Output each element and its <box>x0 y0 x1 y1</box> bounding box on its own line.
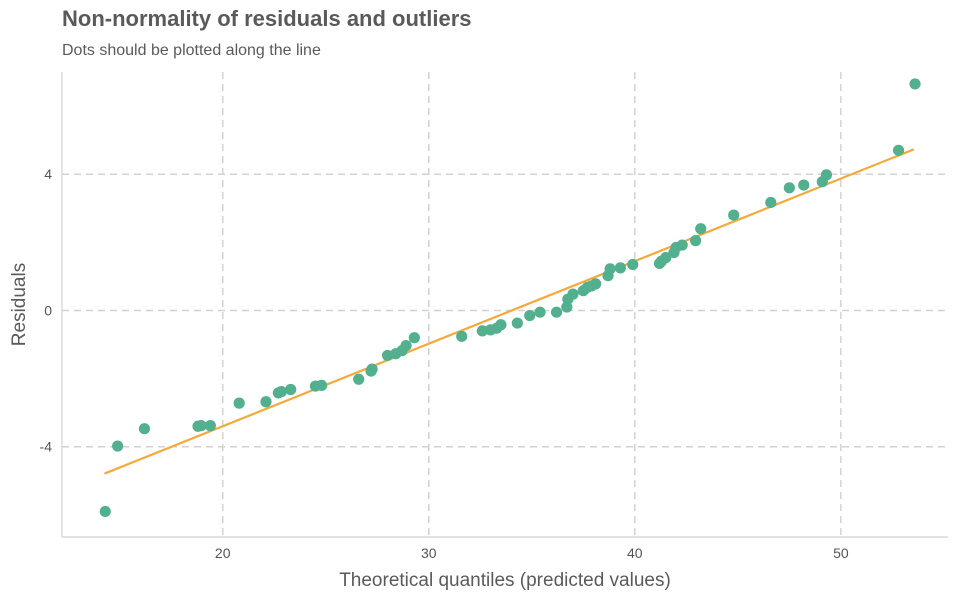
residual-points <box>99 78 921 518</box>
residual-point <box>798 179 810 191</box>
residual-point <box>112 440 124 452</box>
residual-point <box>495 319 507 331</box>
residual-point <box>909 78 921 90</box>
y-axis-title: Residuals <box>9 263 30 346</box>
residual-point <box>567 288 579 300</box>
residual-point <box>524 309 536 322</box>
residual-point <box>590 278 602 290</box>
residual-point <box>353 373 365 385</box>
y-tick-label: 4 <box>44 166 52 182</box>
residual-point <box>627 258 639 271</box>
residual-point <box>783 182 795 194</box>
reference-line-layer <box>104 148 915 475</box>
residual-point <box>534 306 546 318</box>
residual-point <box>400 339 412 352</box>
chart-subtitle: Dots should be plotted along the line <box>62 42 321 59</box>
x-tick-label: 30 <box>421 545 437 561</box>
residual-point <box>99 505 111 518</box>
reference-line <box>104 148 915 475</box>
residual-point <box>728 209 740 221</box>
residual-point <box>689 235 702 247</box>
residual-point <box>676 239 688 251</box>
residual-point <box>138 423 151 435</box>
x-tick-label: 40 <box>627 545 643 561</box>
residual-point <box>408 332 420 344</box>
residual-point <box>695 223 707 235</box>
residual-point <box>316 379 328 392</box>
residual-point <box>275 385 288 398</box>
residual-point <box>476 325 488 337</box>
chart-title: Non-normality of residuals and outliers <box>62 6 472 31</box>
x-tick-label: 50 <box>833 545 849 561</box>
residual-point <box>366 363 378 375</box>
residual-point <box>604 263 616 275</box>
y-tick-label: -4 <box>40 439 53 455</box>
residual-point <box>614 262 626 274</box>
x-tick-label: 20 <box>215 545 231 561</box>
axes <box>61 72 948 538</box>
residual-point <box>892 144 905 156</box>
residual-point <box>660 252 672 264</box>
residual-point <box>820 169 833 181</box>
residual-point <box>511 317 523 329</box>
residual-point <box>550 306 563 318</box>
residual-point <box>204 420 216 432</box>
residual-point <box>195 420 207 432</box>
grid-lines <box>62 72 948 537</box>
residual-point <box>765 196 777 209</box>
residual-point <box>233 397 245 409</box>
x-axis-title: Theoretical quantiles (predicted values) <box>339 570 671 591</box>
residual-point <box>260 396 272 408</box>
tick-labels: 20 30 40 50 -4 0 4 <box>40 166 849 561</box>
y-tick-label: 0 <box>44 302 52 318</box>
residual-point <box>456 330 468 342</box>
residual-point <box>285 383 297 396</box>
